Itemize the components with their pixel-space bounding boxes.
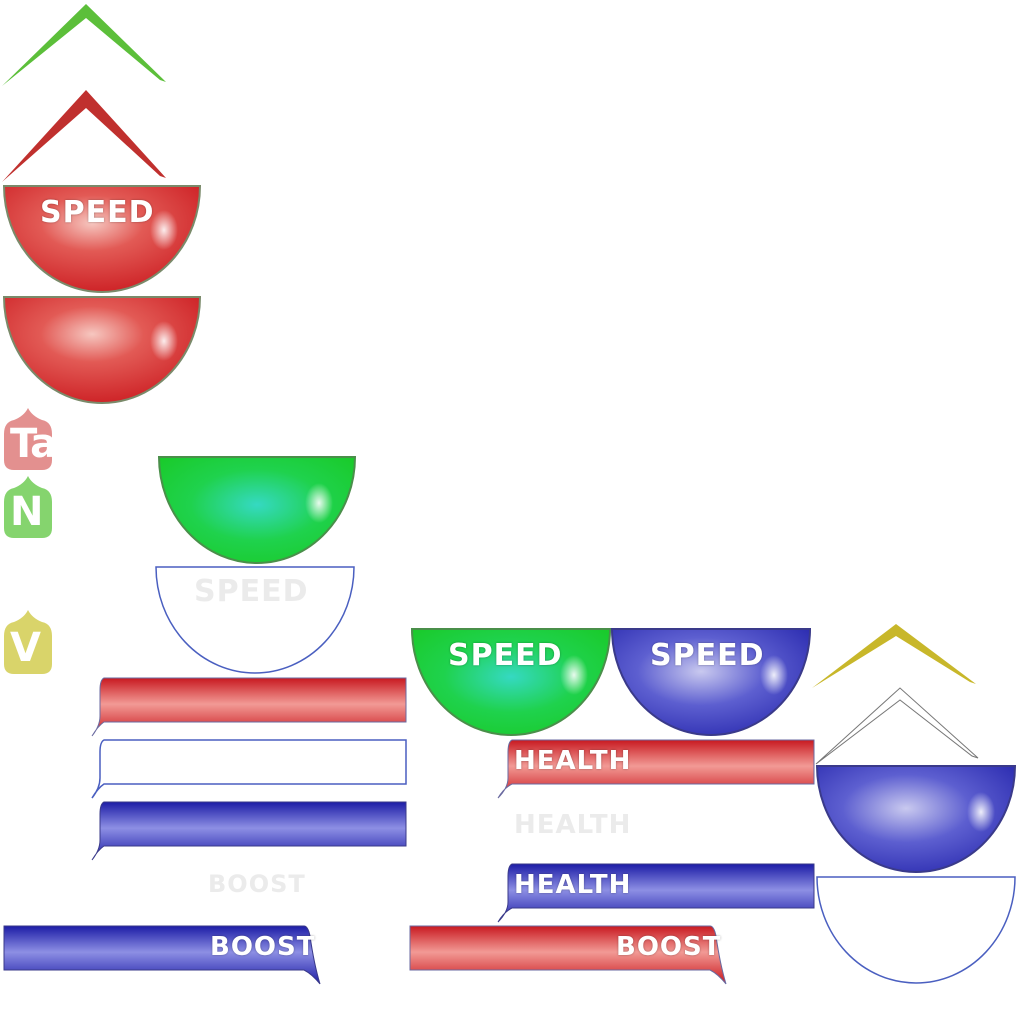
banner-blue[interactable] bbox=[90, 800, 408, 862]
speed-bowl-green[interactable]: SPEED bbox=[410, 627, 612, 739]
banner-shape bbox=[91, 677, 407, 737]
banner-shape bbox=[91, 801, 407, 861]
tag-badge-text: Ta bbox=[10, 421, 57, 467]
speed-label: SPEED bbox=[650, 638, 765, 673]
bowl-shape bbox=[2, 185, 202, 293]
bowl-red[interactable] bbox=[2, 295, 202, 405]
chevron-green-shape bbox=[2, 4, 166, 86]
bowl-shape bbox=[157, 456, 357, 564]
chevron-outline-shape bbox=[815, 687, 979, 765]
banner-shape bbox=[91, 739, 407, 799]
bowl-shape bbox=[155, 566, 355, 674]
banner-outline[interactable] bbox=[90, 738, 408, 800]
boost-bar-red[interactable]: BOOST bbox=[408, 924, 728, 986]
speed-label: SPEED bbox=[194, 574, 309, 609]
boost-label: BOOST bbox=[210, 932, 316, 962]
speed-label: SPEED bbox=[40, 195, 155, 230]
bowl-shape bbox=[2, 296, 202, 404]
banner-shape bbox=[497, 739, 815, 799]
tag-badge-text: V bbox=[10, 625, 41, 671]
bowl-outline[interactable] bbox=[815, 875, 1017, 987]
bowl-shape bbox=[410, 628, 612, 736]
speed-bowl-outline[interactable]: SPEED bbox=[154, 565, 356, 677]
health-label-ghost: HEALTH bbox=[514, 810, 632, 840]
bowl-green[interactable] bbox=[157, 455, 357, 565]
boost-label-ghost: BOOST bbox=[208, 870, 306, 898]
bowl-shape bbox=[815, 765, 1017, 873]
bowl-shape bbox=[816, 876, 1016, 984]
speed-bowl-blue[interactable]: SPEED bbox=[610, 627, 812, 739]
health-label: HEALTH bbox=[514, 746, 632, 776]
boost-label: BOOST bbox=[616, 932, 722, 962]
chevron-yellow-icon bbox=[812, 624, 976, 688]
bar-shape bbox=[3, 925, 321, 985]
tag-badge-yellow: V bbox=[2, 608, 54, 676]
health-banner-red[interactable]: HEALTH bbox=[496, 738, 816, 800]
chevron-outline-icon bbox=[815, 687, 979, 765]
tag-badge-green: N bbox=[2, 474, 54, 540]
tag-badge-shape bbox=[4, 408, 52, 470]
chevron-red-icon bbox=[2, 90, 166, 182]
bowl-blue[interactable] bbox=[815, 764, 1017, 876]
boost-bar-blue[interactable]: BOOST bbox=[2, 924, 322, 986]
tag-badge-text: N bbox=[10, 489, 44, 535]
chevron-yellow-shape bbox=[812, 624, 976, 688]
tag-badge-shape bbox=[4, 476, 52, 538]
tag-badge-red: Ta bbox=[2, 406, 57, 472]
chevron-red-shape bbox=[2, 90, 166, 182]
health-label: HEALTH bbox=[514, 870, 632, 900]
banner-red[interactable] bbox=[90, 676, 408, 738]
bar-shape bbox=[409, 925, 727, 985]
chevron-green-icon bbox=[2, 4, 166, 86]
speed-bowl-red[interactable]: SPEED bbox=[2, 184, 202, 294]
speed-label: SPEED bbox=[448, 638, 563, 673]
banner-shape bbox=[497, 863, 815, 923]
bowl-shape bbox=[610, 628, 812, 736]
tag-badge-shape bbox=[4, 610, 52, 674]
health-banner-blue[interactable]: HEALTH bbox=[496, 862, 816, 924]
